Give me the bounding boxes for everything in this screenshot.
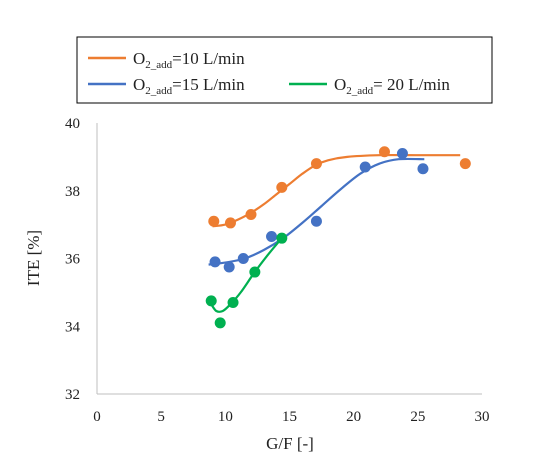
data-point-series-1 — [208, 215, 220, 227]
trend-line-2 — [208, 157, 425, 266]
y-tick-label: 32 — [65, 387, 80, 403]
data-point-series-2 — [310, 215, 322, 227]
legend: O2_add=10 L/min O2_add=15 L/min O2_add= 20… — [88, 49, 450, 97]
trend-line-1 — [212, 153, 461, 228]
data-point-series-2 — [359, 161, 371, 173]
data-point-series-2 — [417, 163, 429, 175]
y-tick-label: 40 — [65, 116, 80, 132]
legend-label-2: O2_add=15 L/min — [133, 75, 245, 97]
data-point-series-1 — [224, 217, 236, 229]
data-point-series-2 — [237, 253, 249, 264]
y-tick-label: 36 — [65, 252, 81, 268]
x-tick-label: 20 — [346, 409, 361, 425]
data-point-series-1 — [245, 208, 257, 220]
x-tick-label: 30 — [475, 409, 490, 425]
data-point-series-1 — [276, 181, 288, 193]
trend-lines — [208, 153, 461, 313]
data-point-series-3 — [249, 266, 261, 278]
y-tick-label: 38 — [65, 184, 80, 200]
data-point-series-1 — [310, 158, 322, 170]
y-axis-label: ITE [%] — [24, 230, 43, 286]
data-point-series-1 — [459, 158, 471, 170]
data-point-series-3 — [205, 295, 217, 307]
data-point-series-2 — [266, 230, 278, 242]
data-point-series-3 — [214, 317, 226, 329]
x-tick-label: 15 — [282, 409, 297, 425]
x-tick-label: 10 — [218, 409, 233, 425]
trend-line-3 — [210, 237, 283, 313]
x-tick-labels: 0 5 10 15 20 25 30 — [93, 409, 489, 425]
x-tick-label: 25 — [410, 409, 425, 425]
y-tick-labels: 32 34 36 38 40 — [65, 116, 81, 403]
data-points — [205, 146, 471, 329]
x-tick-label: 5 — [157, 409, 165, 425]
data-point-series-1 — [378, 146, 390, 158]
data-point-series-3 — [276, 232, 288, 244]
x-tick-label: 0 — [93, 409, 101, 425]
legend-label-3: O2_add= 20 L/min — [334, 75, 450, 97]
legend-label-1: O2_add=10 L/min — [133, 49, 245, 71]
data-point-series-2 — [209, 256, 221, 268]
y-tick-label: 34 — [65, 319, 81, 335]
data-point-series-3 — [227, 297, 239, 309]
data-point-series-2 — [223, 261, 235, 273]
legend-box — [76, 36, 493, 104]
x-axis-label: G/F [-] — [266, 434, 314, 453]
data-point-series-2 — [396, 147, 408, 159]
